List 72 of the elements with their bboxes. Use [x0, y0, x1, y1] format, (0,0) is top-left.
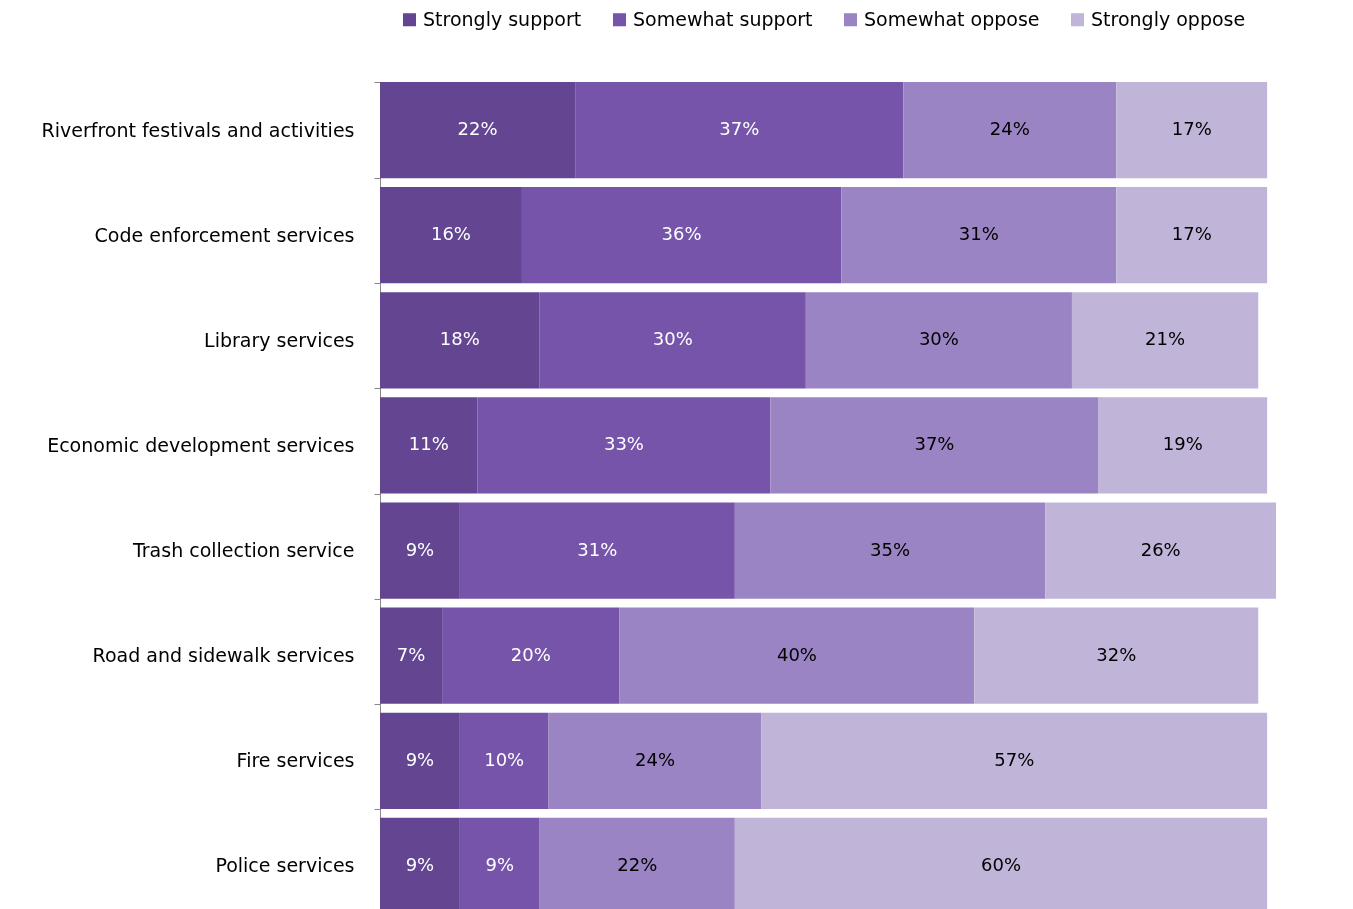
bar — [734, 502, 1046, 599]
data-label: 31% — [958, 223, 999, 245]
y-tick-label: Trash collection service — [131, 539, 355, 562]
data-label: 24% — [635, 748, 676, 770]
data-label: 17% — [1171, 118, 1212, 140]
bar — [380, 712, 460, 809]
bar — [1098, 397, 1268, 494]
bar — [548, 712, 762, 809]
data-label: 11% — [408, 433, 449, 455]
data-label: 20% — [510, 643, 551, 665]
legend-label: Somewhat support — [633, 7, 813, 30]
bar — [841, 187, 1117, 284]
data-label: 18% — [439, 328, 480, 350]
bar — [1116, 82, 1268, 179]
data-label: 21% — [1145, 328, 1186, 350]
bar — [805, 292, 1072, 389]
bar — [1071, 292, 1259, 389]
data-label: 40% — [776, 643, 817, 665]
data-label: 37% — [719, 118, 760, 140]
legend-label: Strongly support — [423, 7, 582, 30]
bar — [539, 292, 806, 389]
bar — [1045, 502, 1276, 599]
y-tick-label: Code enforcement services — [94, 223, 355, 246]
bar — [1116, 187, 1268, 284]
y-tick-label: Road and sidewalk services — [92, 644, 355, 667]
bar — [380, 502, 460, 599]
y-tick-label: Fire services — [236, 749, 355, 772]
data-label: 10% — [484, 748, 525, 770]
data-label: 57% — [994, 748, 1035, 770]
data-label: 26% — [1140, 538, 1181, 560]
bar — [619, 607, 975, 704]
bar — [477, 397, 771, 494]
y-tick-label: Economic development services — [47, 433, 355, 456]
bar — [380, 607, 443, 704]
bar — [380, 292, 540, 389]
bar — [521, 187, 842, 284]
data-label: 16% — [430, 223, 471, 245]
data-label: 35% — [870, 538, 911, 560]
legend-label: Strongly oppose — [1091, 7, 1246, 30]
bar — [459, 712, 549, 809]
data-label: 9% — [405, 538, 435, 560]
bar — [380, 397, 478, 494]
data-label: 30% — [652, 328, 693, 350]
data-label: 37% — [914, 433, 955, 455]
data-label: 9% — [405, 748, 435, 770]
bar — [380, 187, 522, 284]
bar — [974, 607, 1259, 704]
data-label: 32% — [1096, 643, 1137, 665]
y-tick-label: Police services — [215, 854, 355, 877]
bar — [575, 82, 904, 179]
data-label: 17% — [1171, 223, 1212, 245]
data-label: 60% — [980, 853, 1021, 875]
bar — [459, 502, 735, 599]
data-label: 9% — [485, 853, 515, 875]
bar — [903, 82, 1117, 179]
bar — [761, 712, 1268, 809]
data-label: 7% — [396, 643, 426, 665]
data-label: 33% — [603, 433, 644, 455]
data-label: 30% — [918, 328, 959, 350]
legend-label: Somewhat oppose — [864, 7, 1040, 30]
bar — [442, 607, 620, 704]
bar — [770, 397, 1099, 494]
data-label: 22% — [617, 853, 658, 875]
data-label: 22% — [457, 118, 498, 140]
y-tick-label: Riverfront festivals and activities — [41, 118, 355, 141]
bar — [380, 82, 576, 179]
data-label: 24% — [989, 118, 1030, 140]
y-tick-label: Library services — [204, 328, 355, 351]
data-label: 31% — [577, 538, 618, 560]
data-label: 9% — [405, 853, 435, 875]
data-label: 36% — [661, 223, 702, 245]
data-label: 19% — [1162, 433, 1203, 455]
